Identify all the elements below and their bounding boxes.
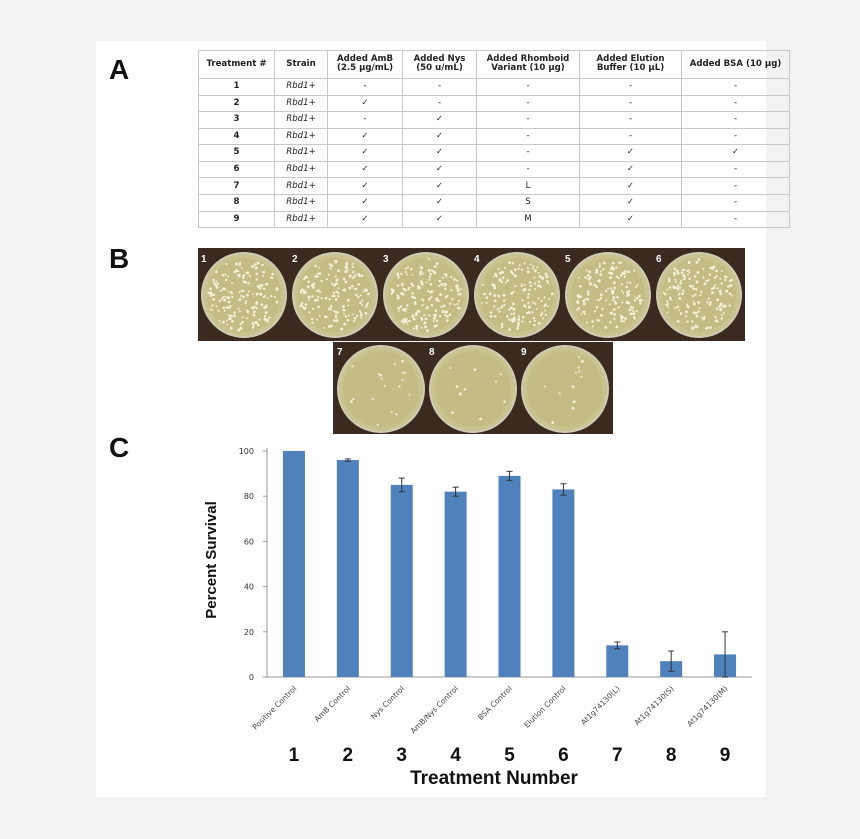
bar [444,491,467,677]
plate-number-label: 7 [337,347,343,358]
treatment-number-label: 2 [343,745,354,766]
x-category-label: Elution Control [522,684,568,730]
table-cell: - [681,210,790,229]
treatment-number-label: 6 [558,745,569,766]
plate-number-label: 1 [201,254,207,265]
y-tick-label: 100 [239,447,254,456]
table-row: 8 Rbd1+ ✓ ✓ S ✓ - [198,194,790,212]
plate-number-label: 6 [656,254,662,265]
table-header-line: Variant (10 µg) [491,63,565,74]
bar [606,645,629,677]
table-cell: M [476,210,580,229]
plate-images-bottom: 7 8 9 [337,345,609,433]
x-axis-label: Treatment Number [410,768,578,789]
table-header-cell: Added Rhomboid Variant (10 µg) [476,50,580,79]
error-bar [398,477,405,493]
y-tick-label: 60 [244,537,254,546]
table-header-cell: Strain [274,50,328,79]
treatment-number-label: 5 [504,745,515,766]
bar [390,484,413,677]
table-header-line: Added BSA (10 µg) [689,58,782,69]
panel-label-c: C [109,432,130,463]
table-row: 6 Rbd1+ ✓ ✓ - ✓ - [198,160,790,179]
x-category-label: Nys Control [369,684,406,721]
table-row: 9 Rbd1+ ✓ ✓ M ✓ - [198,210,790,229]
table-header-line: Buffer (10 µL) [596,63,665,74]
agar-plate: 1 [201,252,287,338]
error-bar [668,650,675,672]
table-row: 3 Rbd1+ - ✓ - - - [198,111,790,129]
plate-number-label: 2 [292,254,298,265]
agar-plate: 9 [521,345,609,433]
table-header-cell: Treatment # [198,50,275,79]
treatment-number-label: 4 [450,745,461,766]
table-header-line: Added AmB [336,54,394,64]
error-bar [722,631,729,678]
table-header-line: (2.5 µg/mL) [336,63,394,74]
error-bar [560,483,567,496]
table-header-row: Treatment # Strain Added AmB (2.5 µg/mL) Add… [198,50,790,79]
plate-images-top: 1 2 3 4 5 6 [201,252,742,338]
table-header-line: (50 u/mL) [416,63,463,74]
x-category-label: At1g74130(M) [685,684,729,728]
plate-strip-bottom: 7 8 9 [333,342,613,434]
agar-plate: 6 [656,252,742,338]
panel-label-b: B [109,243,130,274]
table-header-cell: Added BSA (10 µg) [681,50,790,79]
plate-number-label: 8 [429,347,435,358]
x-category-label: Positive Control [251,684,299,732]
table-header-line: Added Rhomboid [486,54,570,64]
agar-plate: 8 [429,345,517,433]
agar-plate: 7 [337,345,425,433]
error-bar [344,458,351,462]
table-header-cell: Added AmB (2.5 µg/mL) [327,50,403,79]
table-row: 7 Rbd1+ ✓ ✓ L ✓ - [198,177,790,196]
x-category-label: AmB Control [313,684,353,724]
x-category-label: At1g74130(S) [632,684,675,727]
y-axis-label: Percent Survival [203,501,220,619]
bar [498,475,521,677]
table-row: 2 Rbd1+ ✓ - - - - [198,94,790,113]
table-body: 1 Rbd1+ - - - - -2 Rbd1+ ✓ - - - -3 Rbd1+ - ✓ - - -4 Rbd1+ ✓… [198,77,790,229]
x-category-label: At1g74130(L) [579,684,622,727]
agar-plate: 2 [292,252,378,338]
x-category-label: BSA Control [476,684,514,722]
y-tick-label: 40 [244,583,254,592]
table-header-cell: Added Elution Buffer (10 µL) [579,50,682,79]
treatment-number-label: 8 [666,745,677,766]
bar [336,460,359,677]
table-header-line: Treatment # [206,58,267,69]
treatment-number-label: 3 [396,745,407,766]
plate-number-label: 9 [521,347,527,358]
agar-plate: 5 [565,252,651,338]
plate-number-label: 4 [474,254,480,265]
y-tick-label: 80 [244,492,254,501]
table-row: 5 Rbd1+ ✓ ✓ - ✓ ✓ [198,144,790,162]
plate-number-label: 3 [383,254,389,265]
error-bar [614,641,621,650]
panel-label-a: A [109,54,130,85]
table-row: 1 Rbd1+ - - - - - [198,77,790,96]
plate-number-label: 5 [565,254,571,265]
table-header-line: Added Nys [413,54,466,64]
y-tick-label: 0 [249,673,254,682]
treatment-number-label: 7 [612,745,623,766]
table-header-line: Added Elution [596,54,665,64]
treatment-number-label: 1 [289,745,300,766]
agar-plate: 3 [383,252,469,338]
error-bar [506,470,513,481]
treatment-table: Treatment # Strain Added AmB (2.5 µg/mL) Add… [198,50,790,229]
error-bar [452,486,459,497]
plate-strip-top: 1 2 3 4 5 6 [198,248,745,341]
table-header-line: Strain [286,58,316,69]
treatment-number-label: 9 [720,745,731,766]
agar-plate: 4 [474,252,560,338]
bar [552,489,575,677]
x-category-label: AmB/Nys Control [409,684,460,735]
bar [282,451,305,677]
y-tick-label: 20 [244,628,254,637]
